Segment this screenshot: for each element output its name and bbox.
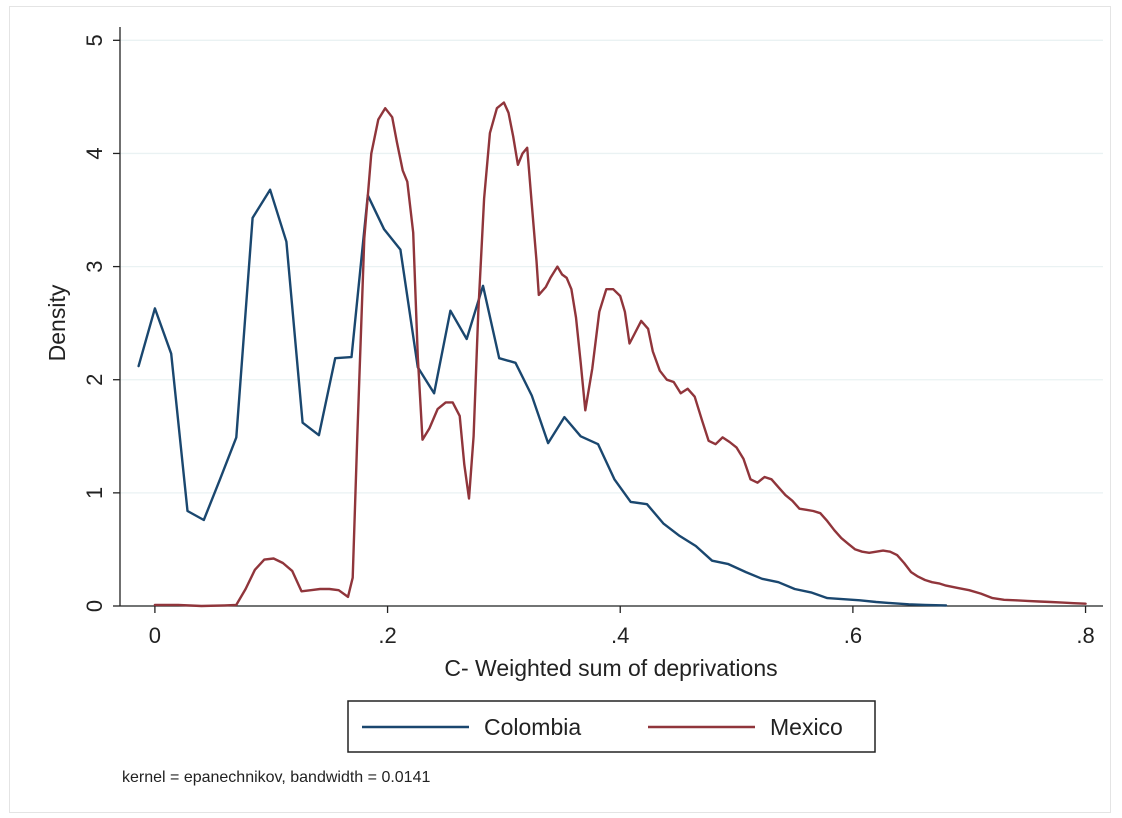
series-line-mexico bbox=[153, 101, 1087, 608]
y-tick-label: 4 bbox=[82, 147, 107, 159]
legend-label-colombia: Colombia bbox=[484, 714, 581, 740]
x-axis-title: C- Weighted sum of deprivations bbox=[444, 655, 777, 681]
legend: Colombia Mexico bbox=[347, 700, 876, 753]
y-tick-label: 5 bbox=[82, 34, 107, 46]
legend-label-mexico: Mexico bbox=[770, 714, 843, 740]
x-tick-label: 0 bbox=[149, 623, 161, 648]
y-tick-label: 3 bbox=[82, 260, 107, 272]
chart-frame bbox=[9, 6, 1111, 813]
y-tick-label: 2 bbox=[82, 374, 107, 386]
x-tick-label: .4 bbox=[611, 623, 629, 648]
x-tick-label: .2 bbox=[378, 623, 396, 648]
kernel-note: kernel = epanechnikov, bandwidth = 0.014… bbox=[122, 769, 431, 786]
x-tick-label: .6 bbox=[844, 623, 862, 648]
series-lines bbox=[137, 101, 1087, 608]
y-tick-label: 1 bbox=[82, 487, 107, 499]
y-tick-label: 0 bbox=[82, 600, 107, 612]
gridlines bbox=[120, 39, 1103, 607]
series-line-colombia bbox=[137, 188, 948, 607]
x-tick-label: .8 bbox=[1076, 623, 1094, 648]
y-axis-title: Density bbox=[44, 284, 70, 361]
axes: 0 1 2 3 4 5 0 .2 .4 .6 .8 bbox=[82, 27, 1103, 648]
